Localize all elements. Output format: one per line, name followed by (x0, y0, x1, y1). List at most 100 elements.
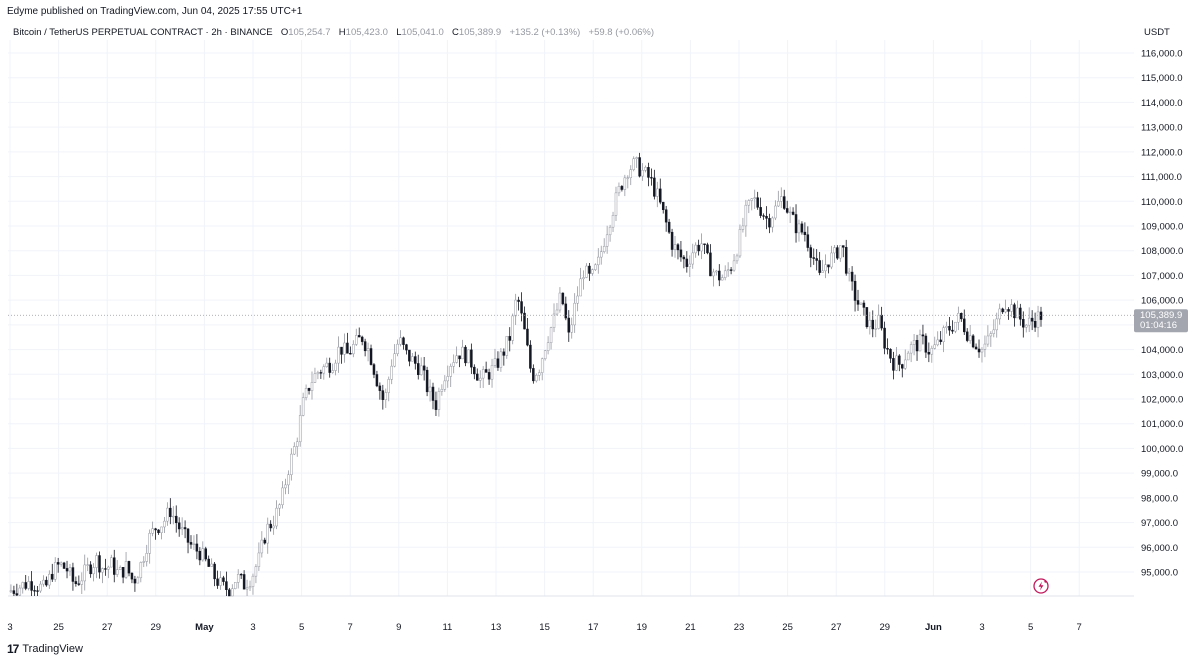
candle-body (204, 548, 207, 560)
candle-body (750, 198, 754, 201)
candle-body (780, 196, 783, 202)
candle-body (260, 539, 264, 554)
candle-body (517, 299, 520, 302)
time-tick-label: 29 (151, 622, 162, 633)
price-tag-value: 105,389.9 (1140, 310, 1182, 321)
candle-body (927, 352, 931, 355)
price-tick-label: 113,000.0 (1141, 123, 1183, 134)
candle-body (886, 348, 889, 350)
candle-body (236, 573, 240, 583)
candle-body (416, 363, 420, 375)
candle-body (712, 271, 715, 277)
time-tick-label: 27 (102, 622, 113, 633)
close-label: C (452, 27, 459, 38)
candle-body (611, 215, 615, 228)
time-tick-label: 5 (1028, 622, 1033, 633)
candle-body (334, 362, 337, 371)
tradingview-footer[interactable]: 17 TradingView (7, 642, 83, 656)
candle-body (700, 243, 703, 252)
candle-body (349, 353, 352, 355)
candle-body (505, 336, 509, 356)
candle-body (847, 271, 851, 274)
candle-body (284, 484, 287, 489)
candle-body (921, 334, 925, 337)
price-tick-label: 111,000.0 (1141, 172, 1182, 183)
candle-body (160, 526, 163, 534)
candle-body (449, 366, 452, 377)
candle-body (558, 292, 562, 311)
change-value: +135.2 (+0.13%) (509, 27, 581, 38)
candle-body (478, 377, 482, 381)
candle-body (980, 349, 984, 353)
time-tick-label: 25 (53, 622, 64, 633)
price-tag: 105,389.9 01:04:16 (1134, 309, 1188, 333)
candle-body (36, 590, 39, 592)
candle-body (856, 300, 860, 305)
candle-body (287, 474, 290, 486)
candle-body (989, 333, 993, 337)
candle-body (166, 507, 169, 522)
candle-body (650, 177, 653, 179)
candle-body (667, 221, 671, 233)
candle-body (951, 329, 954, 332)
candle-body (661, 201, 665, 210)
candle-body (487, 372, 491, 380)
price-tick-label: 99,000.0 (1141, 469, 1178, 480)
candle-body (788, 211, 792, 214)
candle-body (231, 588, 234, 597)
time-tick-label: 13 (491, 622, 502, 633)
candle-body (895, 355, 898, 371)
candle-body (174, 515, 178, 524)
candle-body (738, 229, 742, 257)
time-tick-label: 3 (7, 622, 12, 633)
candle-body (9, 590, 13, 593)
candle-body (629, 169, 633, 178)
time-tick-label: 17 (588, 622, 599, 633)
candle-body (363, 341, 367, 352)
candle-body (644, 167, 647, 171)
candle-body (865, 307, 869, 328)
candle-body (659, 188, 662, 203)
candle-body (92, 567, 95, 575)
candle-body (228, 589, 231, 597)
candle-body (540, 358, 544, 373)
candle-body (800, 223, 804, 233)
candle-body (726, 269, 730, 272)
candle-body (192, 543, 196, 545)
candle-body (933, 344, 936, 349)
candle-body (21, 582, 25, 589)
high-value: 105,423.0 (345, 27, 388, 38)
candle-body (620, 186, 624, 190)
candle-body (499, 351, 503, 368)
candle-body (455, 355, 458, 363)
time-tick-label: 29 (880, 622, 891, 633)
candle-body (915, 340, 919, 352)
candle-body (113, 557, 116, 575)
candle-body (65, 568, 69, 572)
candle-body (809, 247, 813, 258)
candle-body (98, 555, 101, 573)
candle-body (169, 507, 172, 518)
price-axis-unit[interactable]: USDT (1144, 27, 1170, 38)
candle-body (744, 204, 748, 227)
candle-body (880, 314, 883, 329)
candle-body (526, 328, 529, 346)
candle-body (653, 177, 656, 197)
candle-body (552, 313, 556, 328)
candle-body (357, 335, 361, 338)
candle-body (428, 386, 432, 393)
candle-body (328, 362, 331, 373)
candle-body (936, 339, 939, 346)
lightning-bolt-icon[interactable] (1033, 578, 1049, 594)
candle-body (110, 557, 113, 568)
candle-body (257, 552, 261, 567)
candle-body (130, 572, 134, 580)
candle-body (502, 351, 506, 356)
candle-body (1033, 321, 1037, 328)
candle-body (833, 247, 836, 254)
candle-body (1004, 309, 1007, 313)
candle-body (402, 337, 405, 345)
candle-body (390, 365, 393, 380)
candle-body (1019, 307, 1022, 320)
